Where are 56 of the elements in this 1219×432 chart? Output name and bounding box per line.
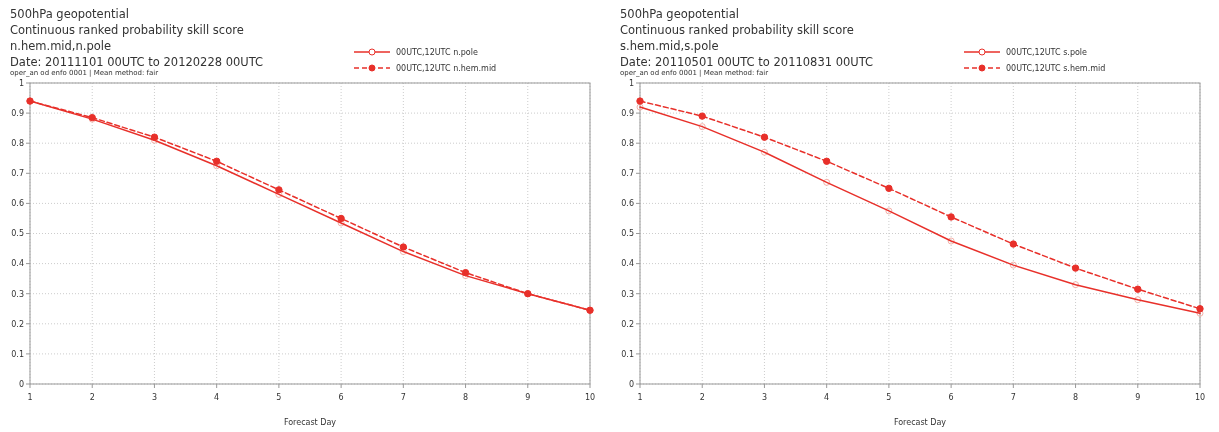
x-tick-label: 2 [89,393,95,402]
y-tick-label: 0 [628,379,634,389]
legend-label: 00UTC,12UTC s.pole [1006,47,1088,57]
y-tick-label: 0.4 [11,259,24,269]
y-tick-label: 0.1 [11,349,24,359]
x-tick-label: 4 [824,393,830,402]
x-tick-label: 9 [1135,393,1141,402]
x-tick-label: 7 [1010,393,1016,402]
legend-label: 00UTC,12UTC s.hem.mid [1006,63,1106,73]
y-tick-label: 1 [628,78,634,88]
x-tick-label: 1 [27,393,33,402]
text: s.hem.mid,s.pole [620,39,719,53]
y-tick-label: 0.9 [621,108,634,118]
x-tick-label: 3 [761,393,767,402]
x-tick-label: 7 [400,393,406,402]
x-tick-label: 5 [276,393,282,402]
y-tick-label: 0.8 [11,139,24,148]
x-tick-label: 5 [886,393,892,402]
x-tick-label: 8 [1073,393,1079,402]
text: Date: 20110501 00UTC to 20110831 00UTC [620,55,874,69]
y-tick-label: 0.7 [621,169,634,179]
y-tick-label: 0.4 [621,259,634,269]
y-tick-label: 0.5 [11,229,24,239]
x-tick-label: 6 [948,393,954,402]
y-tick-label: 0.9 [11,108,24,118]
y-tick-label: 0.5 [621,229,634,239]
x-axis-title: Forecast Day [893,418,947,427]
x-axis-title: Forecast Day [283,418,337,427]
x-tick-label: 6 [338,393,344,402]
x-tick-label: 3 [151,393,157,402]
y-tick-label: 0.1 [621,349,634,359]
x-tick-label: 9 [525,393,531,402]
legend-label: 00UTC,12UTC n.pole [396,47,478,57]
x-tick-label: 1 [637,393,643,402]
text: Date: 20111101 00UTC to 20120228 00UTC [10,55,264,69]
legend-label: 00UTC,12UTC n.hem.mid [396,63,497,73]
y-tick-label: 1 [18,78,24,88]
x-tick-label: 10 [584,393,596,402]
x-tick-label: 2 [699,393,705,402]
y-tick-label: 0.8 [621,139,634,148]
chart-subtitle: Continuous ranked probability skill score [620,23,854,37]
y-tick-label: 0 [18,379,24,389]
y-tick-label: 0.3 [621,289,634,299]
x-tick-label: 10 [1194,393,1206,402]
x-tick-label: 4 [214,393,220,402]
y-tick-label: 0.2 [621,319,634,329]
chart-subtitle: Continuous ranked probability skill score [10,23,244,37]
y-tick-label: 0.6 [11,199,24,209]
x-tick-label: 8 [463,393,469,402]
chart-title: 500hPa geopotential [620,7,739,21]
chart-title: 500hPa geopotential [10,7,129,21]
y-tick-label: 0.6 [621,199,634,209]
y-tick-label: 0.3 [11,289,24,299]
text: n.hem.mid,n.pole [10,39,112,53]
y-tick-label: 0.7 [11,169,24,179]
y-tick-label: 0.2 [11,319,24,329]
